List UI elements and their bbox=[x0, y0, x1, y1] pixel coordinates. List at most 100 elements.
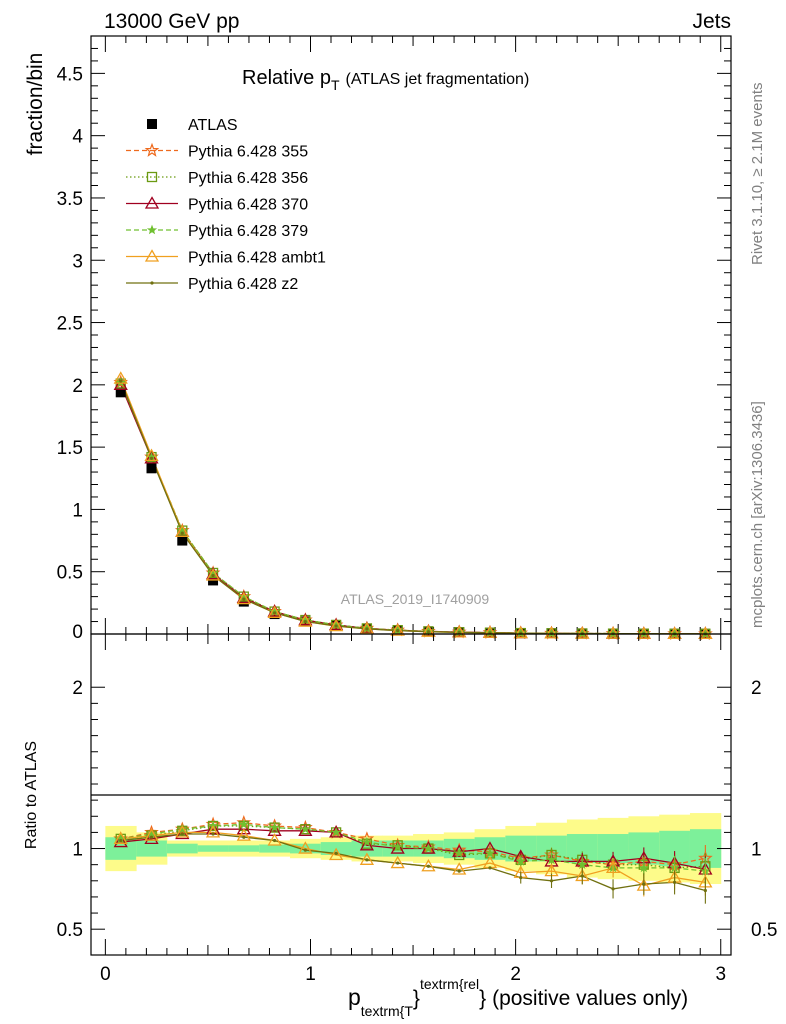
x-axis-label-brace2: } bbox=[479, 987, 486, 1010]
point-z2 bbox=[334, 624, 338, 628]
point-ATLAS bbox=[177, 535, 188, 546]
point-ambt1 bbox=[175, 524, 190, 537]
ratio-plot-panel: 0.5 0.5 1 1 2 2 0 1 2 3 Ratio to ATLAS bbox=[23, 633, 778, 985]
point-ambt1 bbox=[636, 626, 651, 639]
legend-marker-p356 bbox=[146, 171, 158, 183]
legend-entry-p356: Pythia 6.428 356 bbox=[126, 170, 308, 187]
source-label: mcplots.cern.ch [arXiv:1306.3436] bbox=[749, 401, 766, 628]
x-axis-label-brace1: } bbox=[413, 987, 420, 1010]
point-p370 bbox=[113, 377, 128, 390]
ratio-point-ambt1 bbox=[236, 828, 251, 841]
ratio-point-p370 bbox=[113, 834, 128, 848]
main-y-tick-label: 2 bbox=[72, 376, 83, 397]
ratio-point-ambt1 bbox=[329, 847, 344, 861]
ratio-y-tick-label-right: 0.5 bbox=[751, 920, 777, 941]
ratio-y-tick-label-right: 2 bbox=[751, 678, 762, 699]
main-y-tick-label: 0 bbox=[72, 622, 83, 643]
main-y-tick-label: 4.5 bbox=[57, 64, 83, 85]
band-inner bbox=[166, 843, 199, 854]
point-z2 bbox=[303, 619, 307, 624]
ratio-point-z2 bbox=[672, 880, 677, 885]
ratio-point-p379 bbox=[330, 827, 342, 837]
plot-title-detail: (ATLAS jet fragmentation) bbox=[346, 71, 530, 88]
ratio-point-ambt1 bbox=[390, 855, 405, 869]
legend-marker-p379 bbox=[146, 224, 158, 235]
ratio-point-z2 bbox=[488, 866, 492, 870]
ratio-point-ambt1 bbox=[452, 862, 467, 875]
main-y-tick-label: 3 bbox=[72, 251, 83, 272]
main-y-tick-label: 1.5 bbox=[57, 438, 83, 459]
ratio-point-z2 bbox=[211, 832, 215, 836]
point-ambt1 bbox=[113, 371, 128, 384]
y-axis-label: fraction/bin bbox=[24, 53, 47, 156]
rivet-version-label: Rivet 3.1.10, ≥ 2.1M events bbox=[749, 83, 766, 266]
ratio-point-ambt1 bbox=[267, 833, 282, 846]
point-ambt1 bbox=[513, 625, 528, 639]
ratio-point-p379 bbox=[577, 859, 588, 869]
point-ambt1 bbox=[205, 568, 221, 581]
ratio-point-z2 bbox=[303, 848, 307, 852]
point-ambt1 bbox=[544, 626, 559, 639]
ratio-point-p379 bbox=[361, 836, 373, 847]
band-inner bbox=[197, 845, 229, 852]
legend-label-ATLAS: ATLAS bbox=[188, 117, 238, 134]
ratio-point-p370 bbox=[452, 844, 467, 857]
legend-entry-p379: Pythia 6.428 379 bbox=[126, 223, 308, 240]
ratio-y-axis: 0.5 0.5 1 1 2 2 bbox=[57, 678, 778, 941]
ratio-point-p379 bbox=[484, 848, 496, 858]
ratio-point-p370 bbox=[359, 838, 375, 851]
legend-entry-ATLAS: ATLAS bbox=[147, 117, 238, 134]
legend-entry-ambt1: Pythia 6.428 ambt1 bbox=[126, 249, 326, 267]
x-axis-label-sup: textrm{rel bbox=[420, 976, 479, 992]
ratio-point-ambt1 bbox=[175, 825, 190, 838]
point-ambt1 bbox=[236, 591, 251, 605]
band-inner bbox=[228, 845, 260, 852]
ratio-point-ambt1 bbox=[359, 852, 375, 865]
main-y-axis: 0.5 1 1.5 2 2.5 3 3.5 4 4.5 0 bbox=[57, 35, 731, 643]
point-z2 bbox=[457, 630, 461, 634]
ratio-point-ambt1 bbox=[298, 841, 313, 854]
ratio-point-ambt1 bbox=[144, 828, 159, 841]
ratio-point-z2 bbox=[519, 875, 523, 880]
point-z2 bbox=[211, 573, 215, 578]
point-ATLAS bbox=[146, 463, 157, 474]
point-z2 bbox=[365, 627, 369, 631]
point-ambt1 bbox=[667, 626, 682, 639]
ratio-y-axis-label: Ratio to ATLAS bbox=[23, 741, 40, 849]
band-inner bbox=[105, 837, 137, 860]
ratio-y-tick-label: 2 bbox=[72, 678, 83, 699]
x-tick-label: 0 bbox=[100, 964, 111, 985]
energy-label: 13000 GeV pp bbox=[104, 10, 239, 33]
x-axis-label-sub: textrm{T bbox=[361, 1003, 414, 1019]
point-z2 bbox=[242, 597, 246, 601]
x-axis-label-rest: (positive values only) bbox=[492, 987, 688, 1010]
ratio-point-z2 bbox=[396, 861, 400, 865]
main-y-tick-label: 1 bbox=[72, 500, 83, 521]
point-z2 bbox=[119, 379, 123, 383]
point-z2 bbox=[149, 456, 154, 460]
ratio-point-z2 bbox=[642, 882, 646, 886]
ratio-point-z2 bbox=[611, 887, 615, 891]
ratio-x-axis: 0 1 2 3 bbox=[100, 634, 726, 985]
x-tick-label: 2 bbox=[510, 964, 521, 985]
point-z2 bbox=[396, 629, 400, 633]
legend-marker-z2 bbox=[150, 281, 154, 285]
ratio-point-p370 bbox=[390, 841, 405, 854]
ratio-point-z2 bbox=[426, 864, 431, 868]
plot-title-subscript: T bbox=[331, 77, 340, 93]
legend-label-ambt1: Pythia 6.428 ambt1 bbox=[188, 250, 326, 267]
ratio-point-p379 bbox=[177, 823, 188, 834]
legend-label-p355: Pythia 6.428 355 bbox=[188, 144, 308, 161]
point-ambt1 bbox=[267, 605, 282, 618]
ratio-point-z2 bbox=[549, 879, 554, 883]
point-ambt1 bbox=[421, 624, 436, 637]
ratio-point-z2 bbox=[365, 858, 369, 862]
point-ambt1 bbox=[452, 625, 467, 638]
ratio-point-ambt1 bbox=[605, 860, 621, 874]
ratio-point-p379 bbox=[300, 823, 311, 834]
band-inner bbox=[443, 838, 476, 859]
ratio-point-z2 bbox=[119, 838, 123, 843]
ratio-point-p379 bbox=[423, 843, 434, 853]
legend-marker-ambt1 bbox=[144, 249, 160, 262]
